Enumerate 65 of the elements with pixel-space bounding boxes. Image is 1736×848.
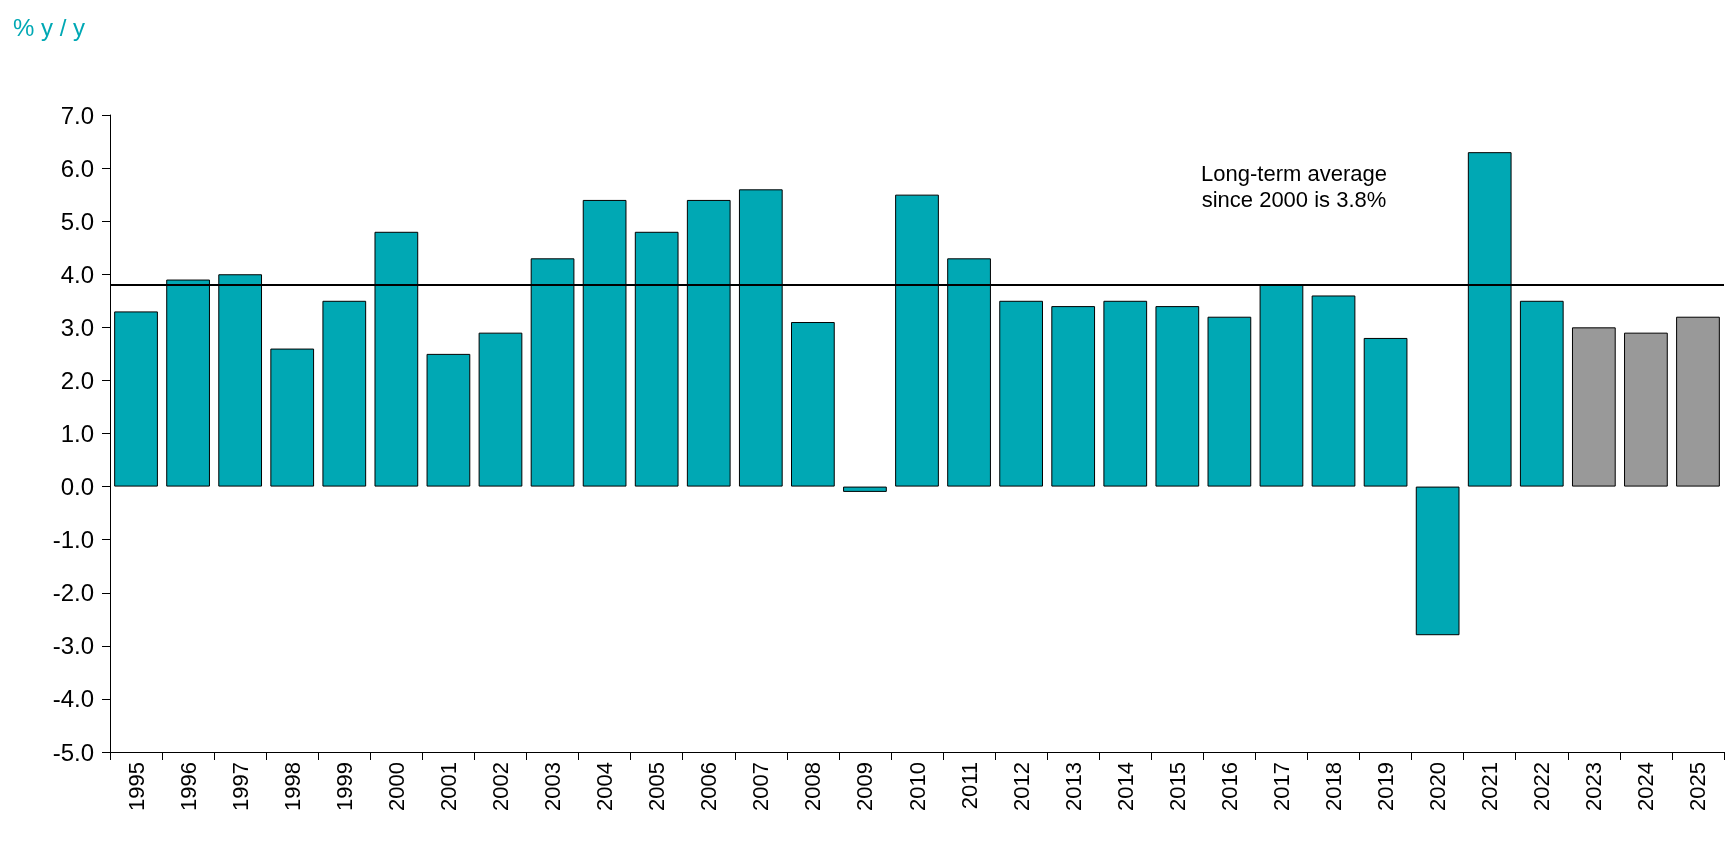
bar — [1103, 300, 1148, 487]
x-tick-label: 2002 — [487, 762, 513, 811]
bar — [1676, 316, 1720, 487]
x-tick-label: 2017 — [1268, 762, 1294, 811]
x-tick-label: 2016 — [1216, 762, 1242, 811]
x-tick-label: 2013 — [1060, 762, 1086, 811]
x-tick-label: 2023 — [1581, 762, 1607, 811]
y-tick-label: -2.0 — [52, 579, 94, 607]
bar — [1519, 300, 1564, 487]
x-tick-label: 1998 — [279, 762, 305, 811]
x-tick-label: 2021 — [1477, 762, 1503, 811]
x-tick-label: 1996 — [175, 762, 201, 811]
x-tick-label: 2024 — [1633, 762, 1659, 811]
x-tick-label: 2018 — [1321, 762, 1347, 811]
bar — [270, 348, 315, 487]
y-tick-label: 7.0 — [60, 101, 94, 129]
bar — [1624, 332, 1668, 487]
y-tick-label: 4.0 — [60, 260, 94, 288]
x-tick-label: 2007 — [748, 762, 774, 811]
y-tick-label: 3.0 — [60, 313, 94, 341]
y-tick-label: 5.0 — [60, 207, 94, 235]
y-tick-label: 2.0 — [60, 366, 94, 394]
bar — [843, 486, 887, 492]
x-tick-label: 2019 — [1373, 762, 1399, 811]
x-tick-label: 1995 — [123, 762, 149, 811]
x-tick-label: 2011 — [956, 762, 982, 810]
bar — [1415, 486, 1460, 636]
bar — [1155, 306, 1200, 487]
y-axis-title: % y / y — [13, 13, 86, 41]
x-tick-label: 2025 — [1685, 762, 1711, 811]
x-tick-label: 1999 — [331, 762, 357, 811]
bar — [478, 332, 523, 487]
y-tick-label: 6.0 — [60, 154, 94, 182]
bar — [1311, 295, 1356, 487]
x-tick-label: 2014 — [1112, 762, 1138, 811]
x-tick-label: 2008 — [800, 762, 826, 811]
bar — [791, 322, 835, 487]
y-tick-label: 1.0 — [60, 420, 94, 447]
x-tick-label: 2012 — [1008, 762, 1034, 811]
x-tick-label: 2005 — [644, 762, 670, 811]
y-tick-label: -4.0 — [52, 685, 94, 713]
x-tick-label: 2000 — [383, 762, 409, 811]
x-tick-label: 2010 — [904, 762, 930, 811]
x-tick-label: 2004 — [592, 762, 618, 811]
bar — [322, 300, 367, 487]
x-tick-label: 2009 — [852, 762, 878, 811]
bar — [999, 300, 1043, 487]
ref-line-label: Long-term average since 2000 is 3.8% — [1201, 161, 1387, 213]
bar — [1363, 337, 1408, 487]
bar — [426, 353, 471, 487]
x-tick-label: 2015 — [1164, 762, 1190, 811]
bar — [1207, 316, 1252, 487]
x-tick-label: 2006 — [696, 762, 722, 811]
bar — [1571, 327, 1616, 487]
bar — [1051, 306, 1096, 487]
x-tick-label: 1997 — [227, 762, 253, 811]
y-tick-label: 0.0 — [60, 473, 94, 501]
x-tick-label: 2001 — [435, 762, 461, 811]
y-tick-label: -3.0 — [52, 632, 94, 660]
y-tick-label: -5.0 — [52, 738, 94, 766]
y-tick-label: -1.0 — [52, 526, 94, 554]
x-tick-label: 2003 — [540, 762, 566, 811]
x-tick-label: 2020 — [1425, 762, 1451, 811]
bar — [114, 311, 158, 487]
x-tick-label: 2022 — [1529, 762, 1555, 811]
